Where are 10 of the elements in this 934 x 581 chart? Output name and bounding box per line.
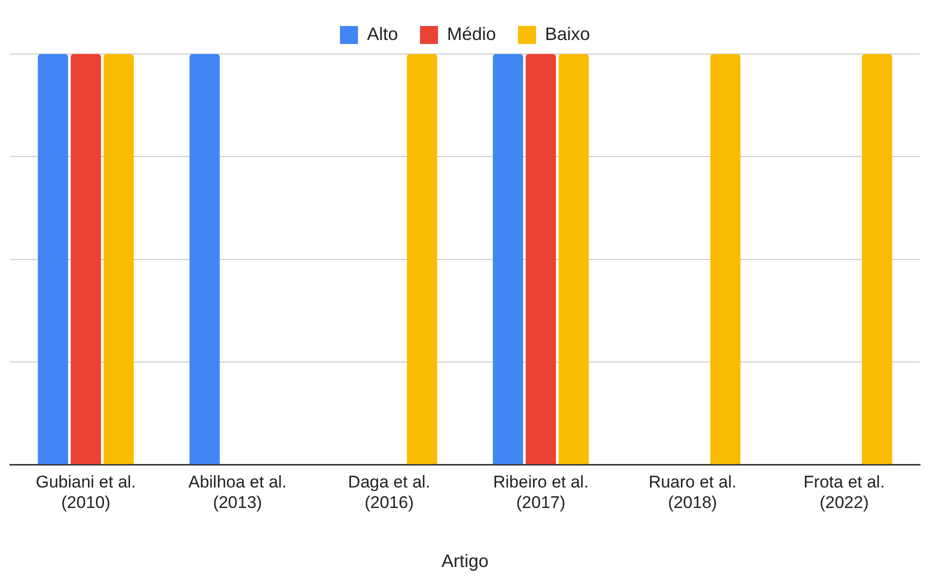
- x-tick-label: Abilhoa et al. (2013): [188, 472, 287, 512]
- x-tick-label: Frota et al. (2022): [804, 472, 885, 512]
- x-axis-title: Artigo: [441, 551, 489, 572]
- legend-label: Baixo: [545, 24, 590, 44]
- x-tick-label: Ruaro et al. (2018): [648, 472, 736, 512]
- x-tick-label: Gubiani et al. (2010): [36, 472, 136, 512]
- legend-label: Alto: [366, 24, 398, 44]
- legend-label: Médio: [446, 24, 496, 44]
- x-tick-label: Ribeiro et al. (2017): [493, 472, 589, 512]
- x-tick-label: Daga et al. (2016): [348, 472, 430, 512]
